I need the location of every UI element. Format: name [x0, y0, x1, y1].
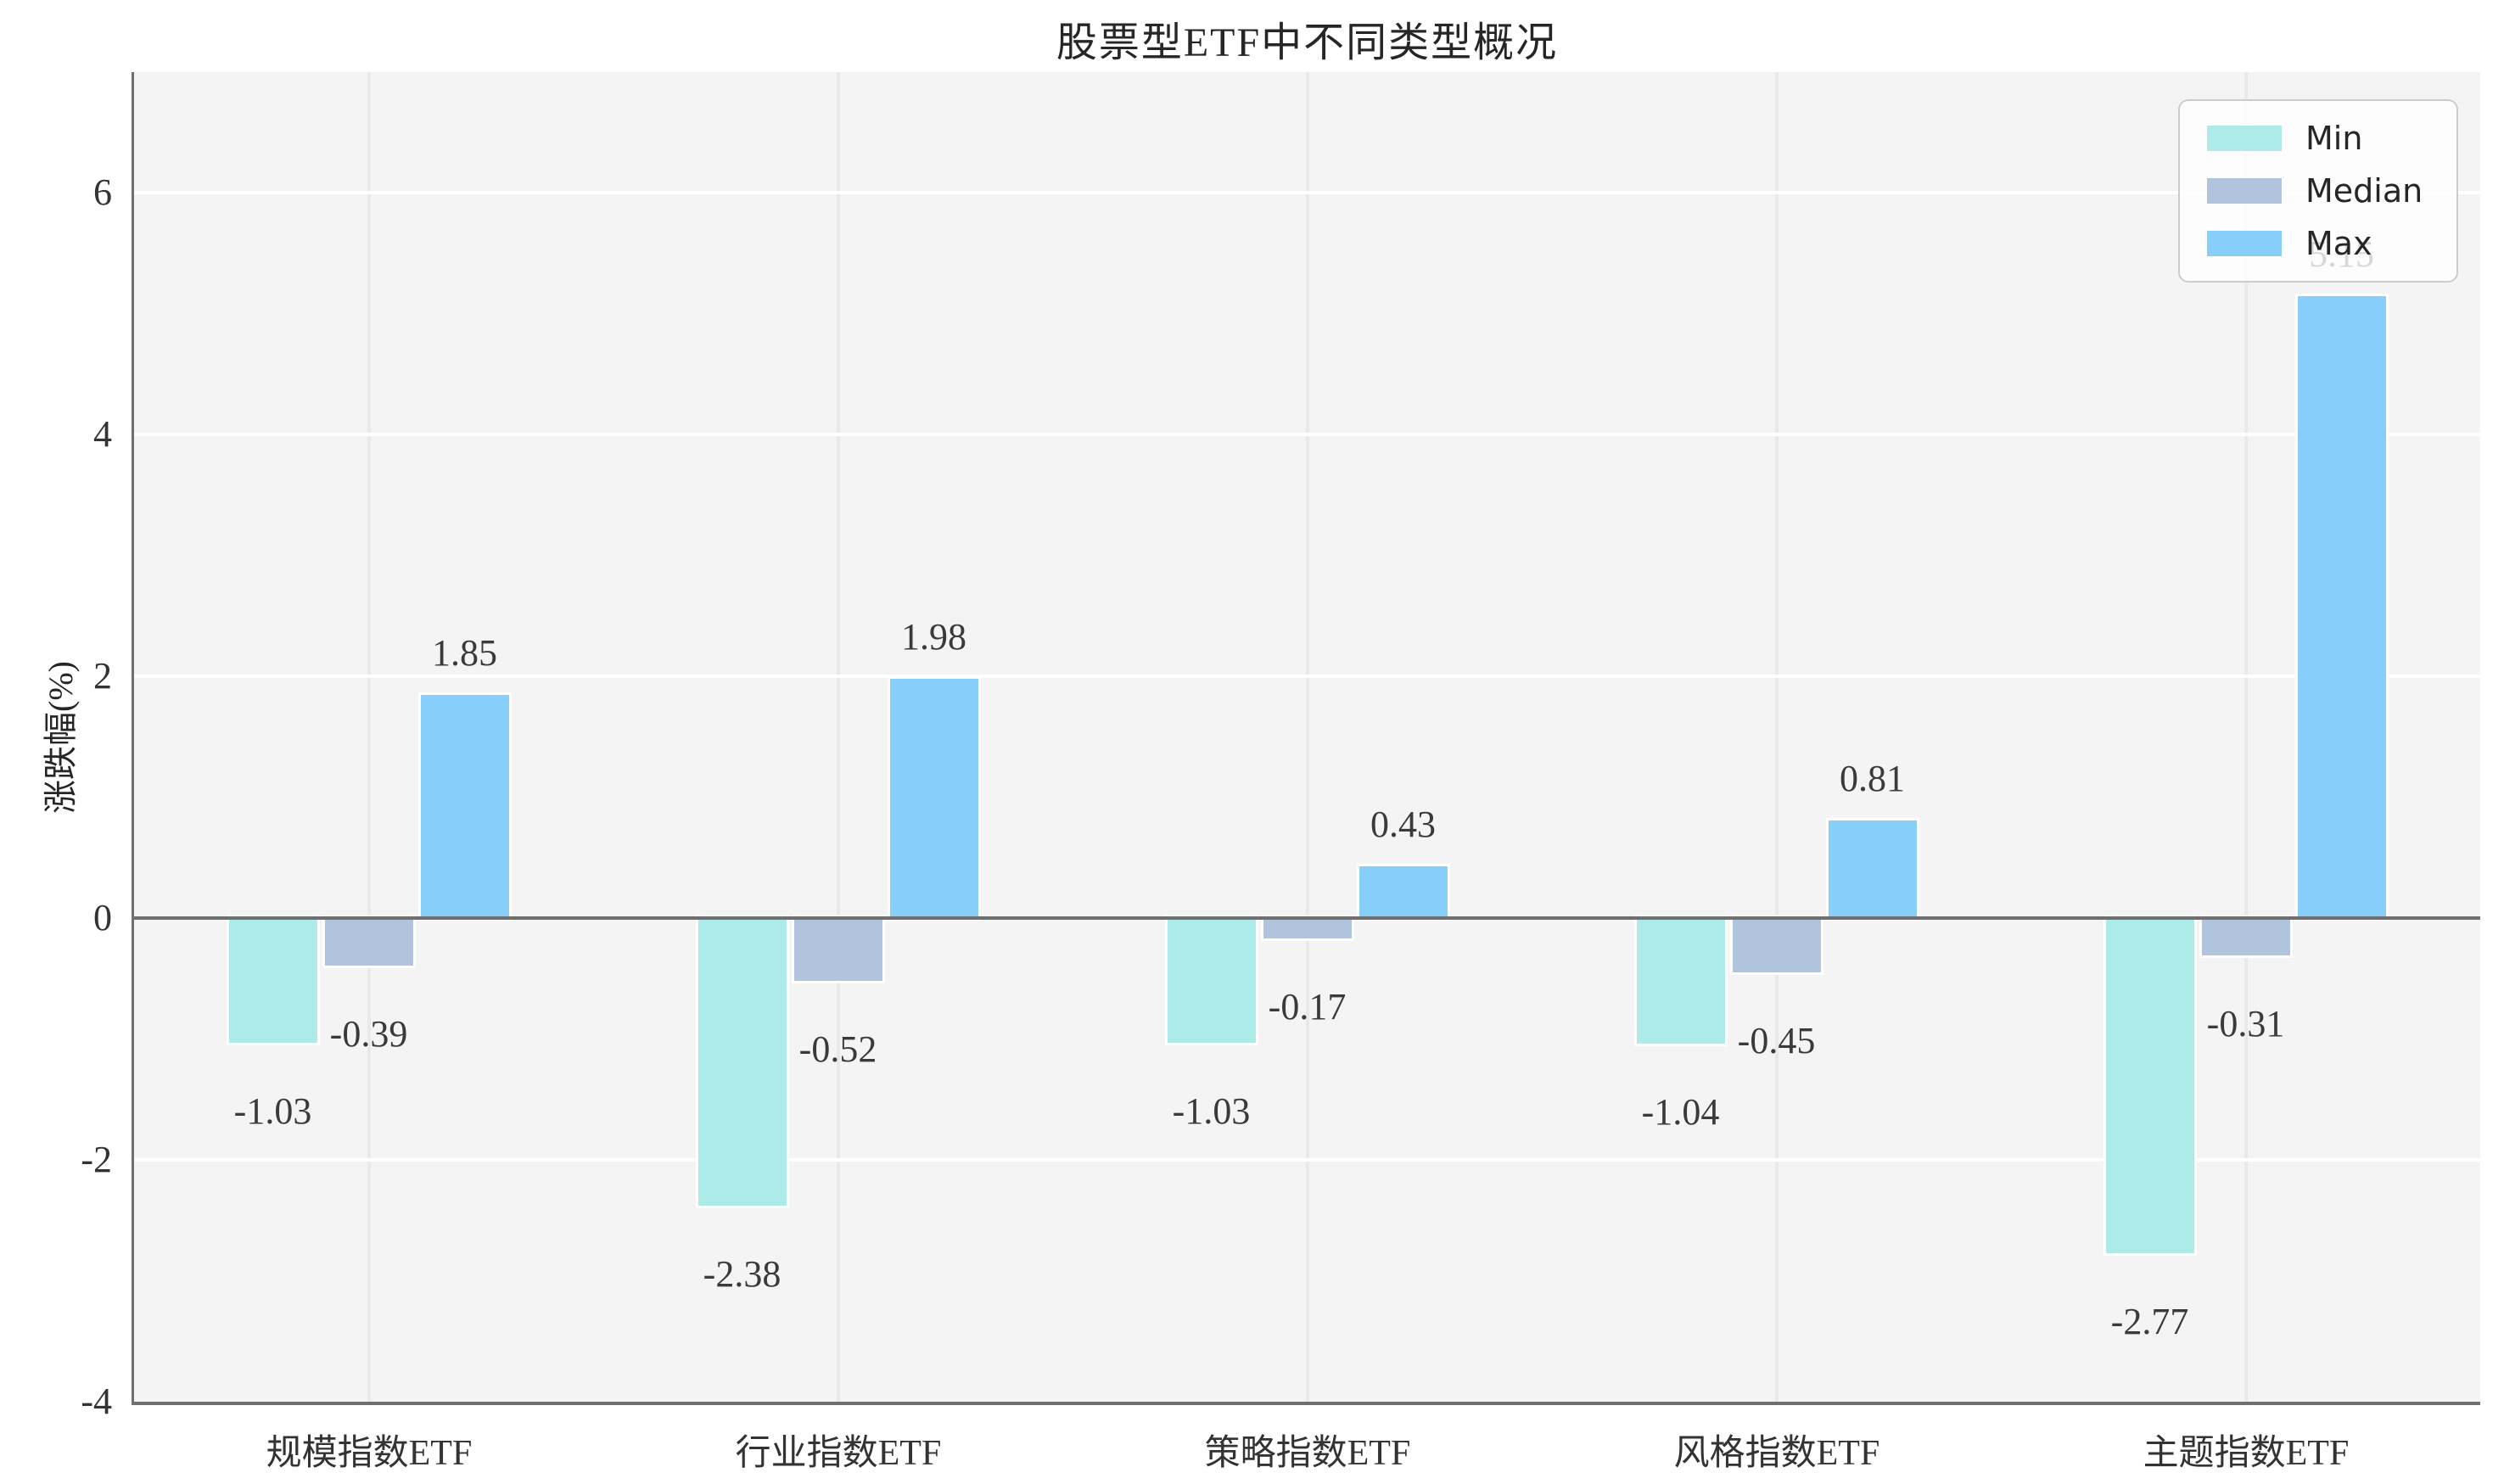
- y-tick-label: 4: [93, 413, 112, 456]
- x-tick-label: 行业指数ETF: [735, 1434, 942, 1473]
- bar-max: [2294, 293, 2389, 921]
- x-tick-label: 策略指数ETF: [1204, 1434, 1411, 1473]
- bar-min: [226, 916, 320, 1045]
- value-label-median: -0.31: [2206, 1003, 2285, 1045]
- x-tick-label: 主题指数ETF: [2143, 1434, 2350, 1473]
- zero-line: [134, 916, 2480, 921]
- bar-min: [695, 916, 789, 1209]
- legend-item-max: Max: [2207, 225, 2456, 262]
- y-tick-label: 2: [93, 655, 112, 697]
- bar-max: [417, 692, 512, 921]
- y-axis-label: 涨跌幅(%): [42, 661, 80, 814]
- bar-median: [1729, 916, 1823, 976]
- y-tick-label: 0: [93, 897, 112, 939]
- bar-min: [2103, 916, 2197, 1256]
- y-tick-label: -2: [81, 1139, 112, 1181]
- value-label-min: -1.03: [233, 1089, 312, 1132]
- legend-swatch-max: [2207, 231, 2282, 256]
- bar-min: [1164, 916, 1258, 1045]
- x-tick-label: 风格指数ETF: [1673, 1434, 1880, 1473]
- value-label-max: 1.98: [901, 616, 966, 658]
- left-spine: [132, 72, 134, 1405]
- y-tick-label: 6: [93, 171, 112, 214]
- y-tick-label: -4: [81, 1380, 112, 1422]
- bar-max: [1825, 817, 1919, 921]
- value-label-median: -0.17: [1268, 986, 1347, 1028]
- value-label-median: -0.45: [1737, 1020, 1816, 1062]
- value-label-min: -2.77: [2110, 1300, 2189, 1342]
- legend-item-min: Min: [2207, 120, 2456, 157]
- legend-label: Min: [2305, 120, 2363, 157]
- value-label-min: -1.04: [1641, 1091, 1720, 1134]
- bottom-spine: [132, 1402, 2480, 1405]
- v-gridline: [1774, 72, 1779, 1402]
- h-gridline: [134, 675, 2480, 679]
- bar-max: [1356, 863, 1450, 921]
- legend-label: Max: [2305, 225, 2372, 262]
- value-label-median: -0.52: [798, 1028, 877, 1071]
- v-gridline: [367, 72, 371, 1402]
- h-gridline: [134, 191, 2480, 195]
- legend-label: Median: [2305, 172, 2423, 210]
- legend-swatch-median: [2207, 178, 2282, 204]
- h-gridline: [134, 433, 2480, 437]
- h-gridline: [134, 1158, 2480, 1162]
- x-tick-label: 规模指数ETF: [266, 1434, 473, 1473]
- value-label-median: -0.39: [329, 1012, 408, 1055]
- value-label-max: 0.81: [1840, 757, 1905, 799]
- bar-median: [2199, 916, 2293, 959]
- legend-swatch-min: [2207, 126, 2282, 151]
- bar-max: [887, 676, 981, 921]
- chart-title: 股票型ETF中不同类型概况: [1056, 20, 1559, 65]
- value-label-max: 0.43: [1370, 803, 1436, 845]
- legend: Min Median Max: [2178, 99, 2458, 283]
- legend-item-median: Median: [2207, 172, 2456, 210]
- v-gridline: [1305, 72, 1309, 1402]
- bar-median: [791, 916, 885, 984]
- value-label-max: 1.85: [432, 631, 497, 674]
- bar-median: [322, 916, 416, 968]
- v-gridline: [836, 72, 840, 1402]
- value-label-min: -1.03: [1172, 1089, 1251, 1132]
- v-gridline: [2244, 72, 2248, 1402]
- value-label-min: -2.38: [703, 1253, 781, 1296]
